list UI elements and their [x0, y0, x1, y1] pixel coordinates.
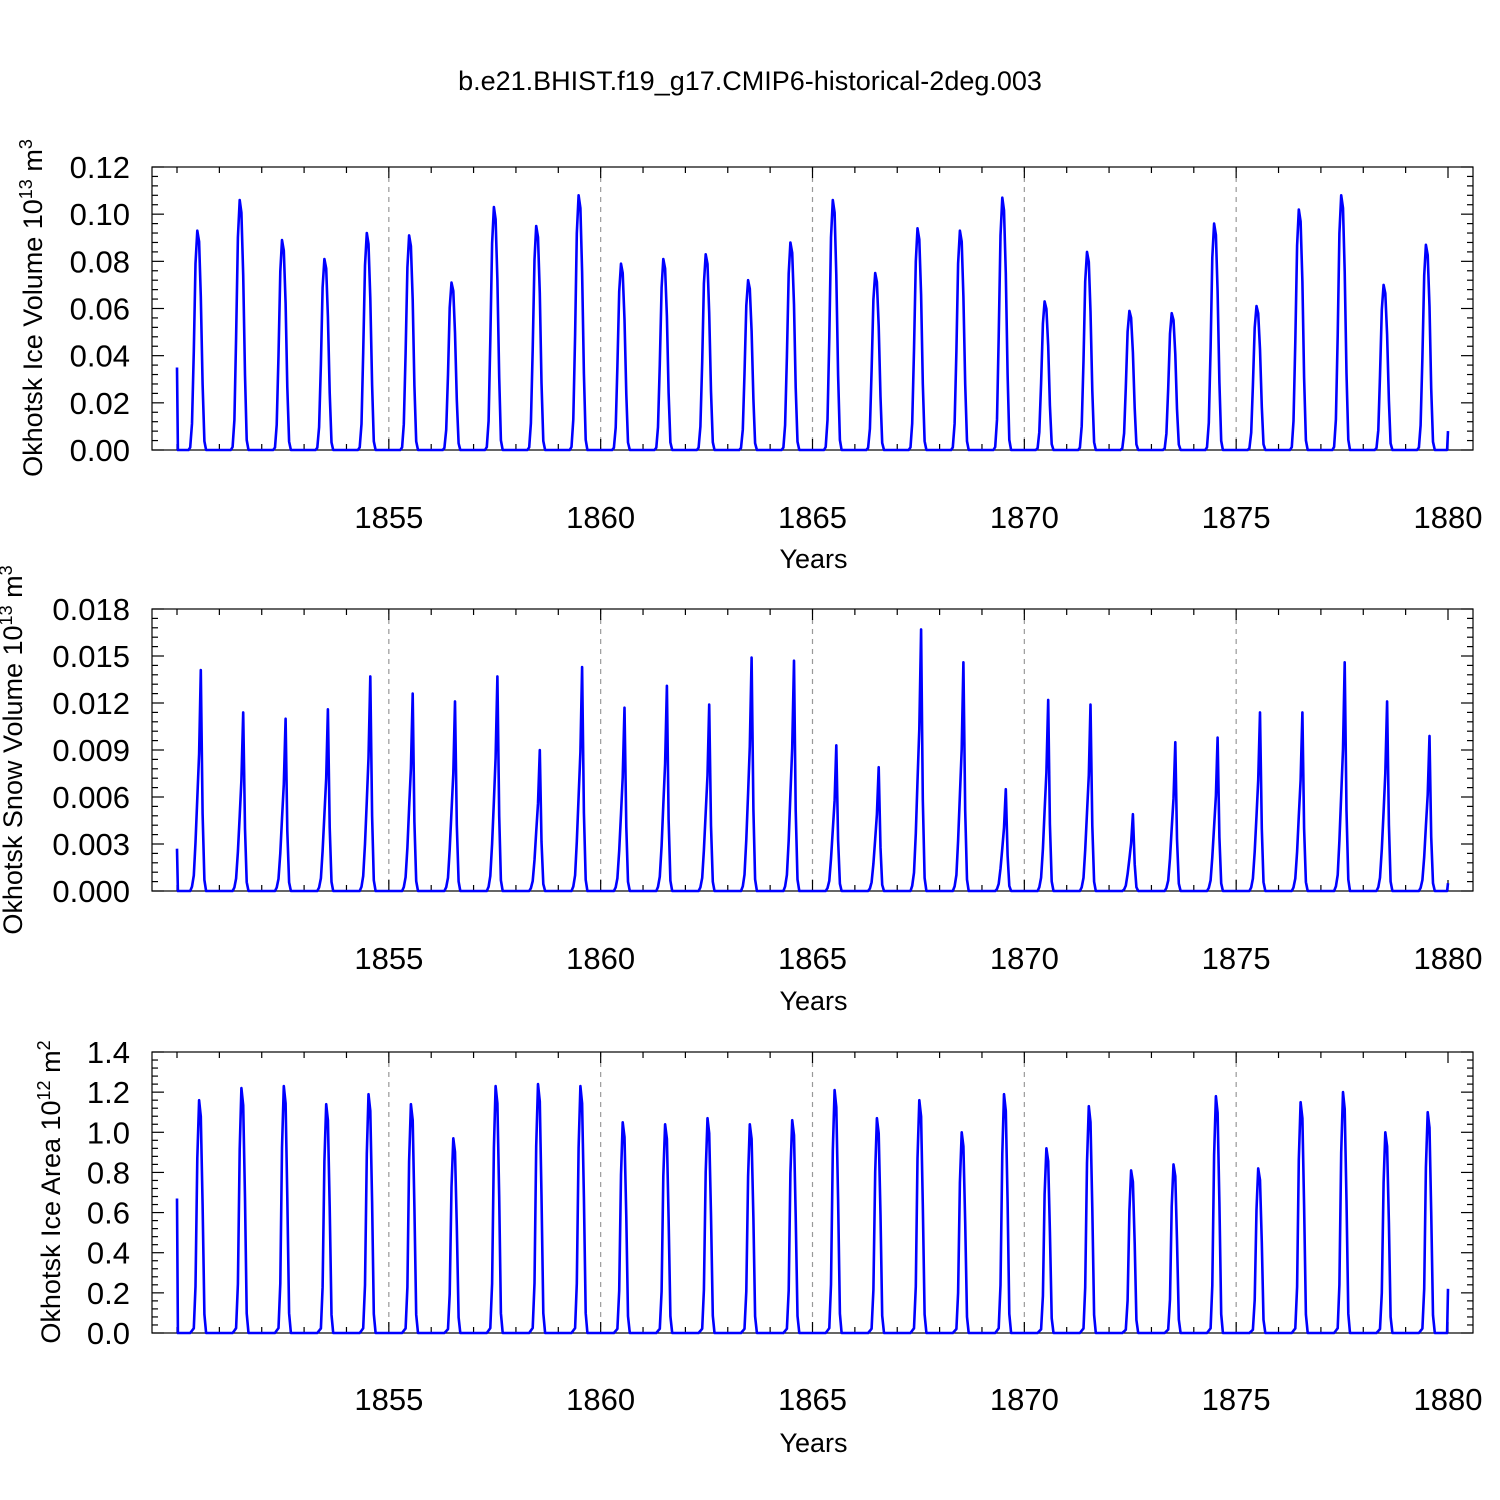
y-tick-label: 0.015	[52, 639, 130, 674]
x-tick-label: 1875	[1202, 1382, 1271, 1417]
x-tick-label: 1860	[566, 941, 635, 976]
x-tick-label: 1855	[354, 500, 423, 535]
y-tick-label: 0.018	[52, 592, 130, 627]
y-tick-label: 0.003	[52, 827, 130, 862]
y-tick-label: 0.2	[87, 1276, 130, 1311]
figure-title: b.e21.BHIST.f19_g17.CMIP6-historical-2de…	[458, 66, 1042, 96]
x-tick-label: 1870	[990, 941, 1059, 976]
x-tick-label: 1860	[566, 500, 635, 535]
x-tick-label: 1875	[1202, 500, 1271, 535]
y-axis-label: Okhotsk Ice Area 1012 m2	[34, 1040, 66, 1343]
x-axis-label: Years	[779, 1428, 847, 1458]
y-tick-label: 0.6	[87, 1196, 130, 1231]
x-tick-label: 1855	[354, 941, 423, 976]
y-tick-label: 0.02	[70, 386, 130, 421]
x-tick-label: 1870	[990, 500, 1059, 535]
x-tick-label: 1865	[778, 500, 847, 535]
y-tick-label: 1.2	[87, 1075, 130, 1110]
y-axis-label: Okhotsk Snow Volume 1013 m3	[0, 565, 28, 934]
x-tick-label: 1855	[354, 1382, 423, 1417]
x-axis-label: Years	[779, 544, 847, 574]
y-tick-label: 0.000	[52, 874, 130, 909]
y-tick-label: 0.012	[52, 686, 130, 721]
y-tick-label: 0.8	[87, 1155, 130, 1190]
x-tick-label: 1875	[1202, 941, 1271, 976]
series-line-snow-volume	[175, 628, 1450, 893]
x-tick-label: 1865	[778, 1382, 847, 1417]
x-tick-label: 1880	[1414, 941, 1483, 976]
y-tick-label: 0.4	[87, 1236, 130, 1271]
y-tick-label: 0.009	[52, 733, 130, 768]
series-line-ice-area	[175, 1082, 1450, 1335]
x-tick-label: 1880	[1414, 1382, 1483, 1417]
y-tick-label: 0.08	[70, 244, 130, 279]
y-tick-label: 1.0	[87, 1115, 130, 1150]
y-tick-label: 0.10	[70, 197, 130, 232]
y-axis-label: Okhotsk Ice Volume 1013 m3	[16, 139, 48, 477]
chart-snow-volume: 1855 1860 1865 1870 1875 1880 0.000 0.003 0.006 0…	[0, 565, 1482, 1016]
y-tick-label: 1.4	[87, 1035, 130, 1070]
y-tick-label: 0.12	[70, 150, 130, 185]
y-tick-label: 0.04	[70, 339, 130, 374]
y-tick-label: 0.006	[52, 780, 130, 815]
chart-ice-area: 1855 1860 1865 1870 1875 1880 0.0 0.2 0.4 0.6 0.8 1…	[34, 1035, 1482, 1458]
chart-panels: 1855 1860 1865 1870 1875 1880 0.00 0.02 0.04 0.06…	[0, 139, 1482, 1458]
x-tick-label: 1870	[990, 1382, 1059, 1417]
y-tick-label: 0.0	[87, 1316, 130, 1351]
x-tick-label: 1865	[778, 941, 847, 976]
y-tick-label: 0.00	[70, 433, 130, 468]
x-tick-label: 1880	[1414, 500, 1483, 535]
x-axis-label: Years	[779, 986, 847, 1016]
x-tick-label: 1860	[566, 1382, 635, 1417]
chart-ice-volume: 1855 1860 1865 1870 1875 1880 0.00 0.02 0.04 0.06…	[16, 139, 1482, 574]
y-tick-label: 0.06	[70, 292, 130, 327]
series-line-ice-volume	[175, 194, 1450, 452]
